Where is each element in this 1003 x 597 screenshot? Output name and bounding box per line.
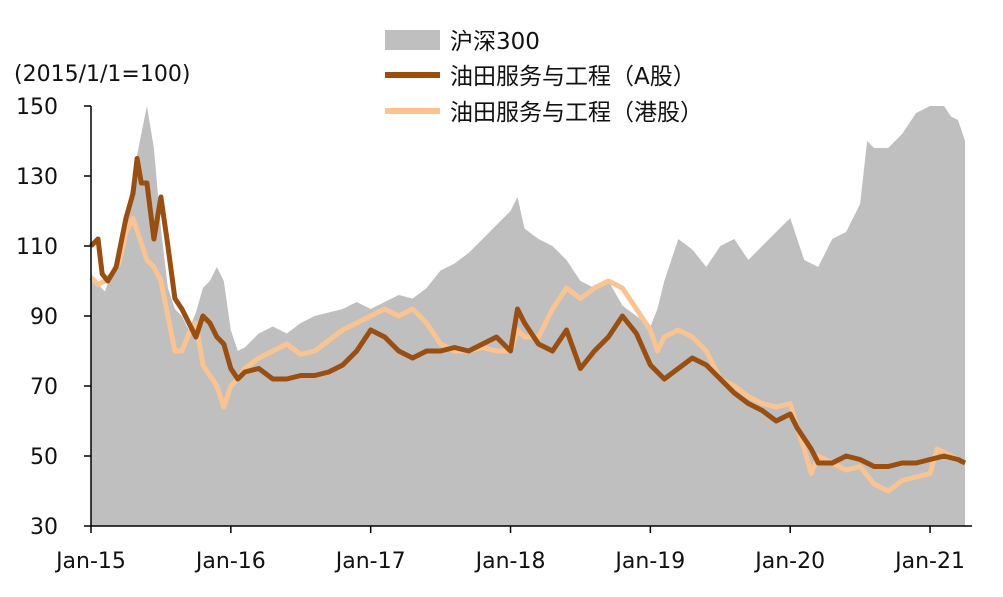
x-tick-label: Jan-21	[893, 549, 965, 574]
x-tick-label: Jan-15	[54, 549, 126, 574]
x-tick-label: Jan-17	[334, 549, 406, 574]
y-tick-label: 130	[16, 165, 58, 190]
x-tick-label: Jan-19	[613, 549, 685, 574]
y-tick-label: 90	[30, 305, 58, 330]
series-line-h-share	[89, 215, 967, 494]
legend-swatch-hs300	[385, 30, 440, 50]
x-tick-label: Jan-20	[753, 549, 825, 574]
legend-label-h-share: 油田服务与工程（港股）	[450, 100, 703, 126]
y-tick-label: 50	[30, 445, 58, 470]
legend-label-a-share: 油田服务与工程（A股）	[450, 64, 696, 90]
y-axis: 150 130 110 90 70 50 30	[16, 95, 92, 540]
x-axis: Jan-15 Jan-16 Jan-17 Jan-18 Jan-19 Jan-20 Jan-…	[54, 525, 972, 574]
legend-label-hs300: 沪深300	[450, 29, 540, 55]
x-tick-label: Jan-18	[474, 549, 546, 574]
plot-area	[89, 106, 967, 526]
y-tick-label: 110	[16, 235, 58, 260]
legend: 沪深300 油田服务与工程（A股） 油田服务与工程（港股）	[385, 29, 703, 126]
y-tick-label: 70	[30, 375, 58, 400]
x-tick-label: Jan-16	[194, 549, 266, 574]
y-tick-label: 30	[30, 515, 58, 540]
unit-label: (2015/1/1=100)	[14, 62, 190, 87]
y-tick-label: 150	[16, 95, 58, 120]
series-line-a-share	[89, 156, 967, 469]
series-area-hs300	[91, 106, 965, 526]
